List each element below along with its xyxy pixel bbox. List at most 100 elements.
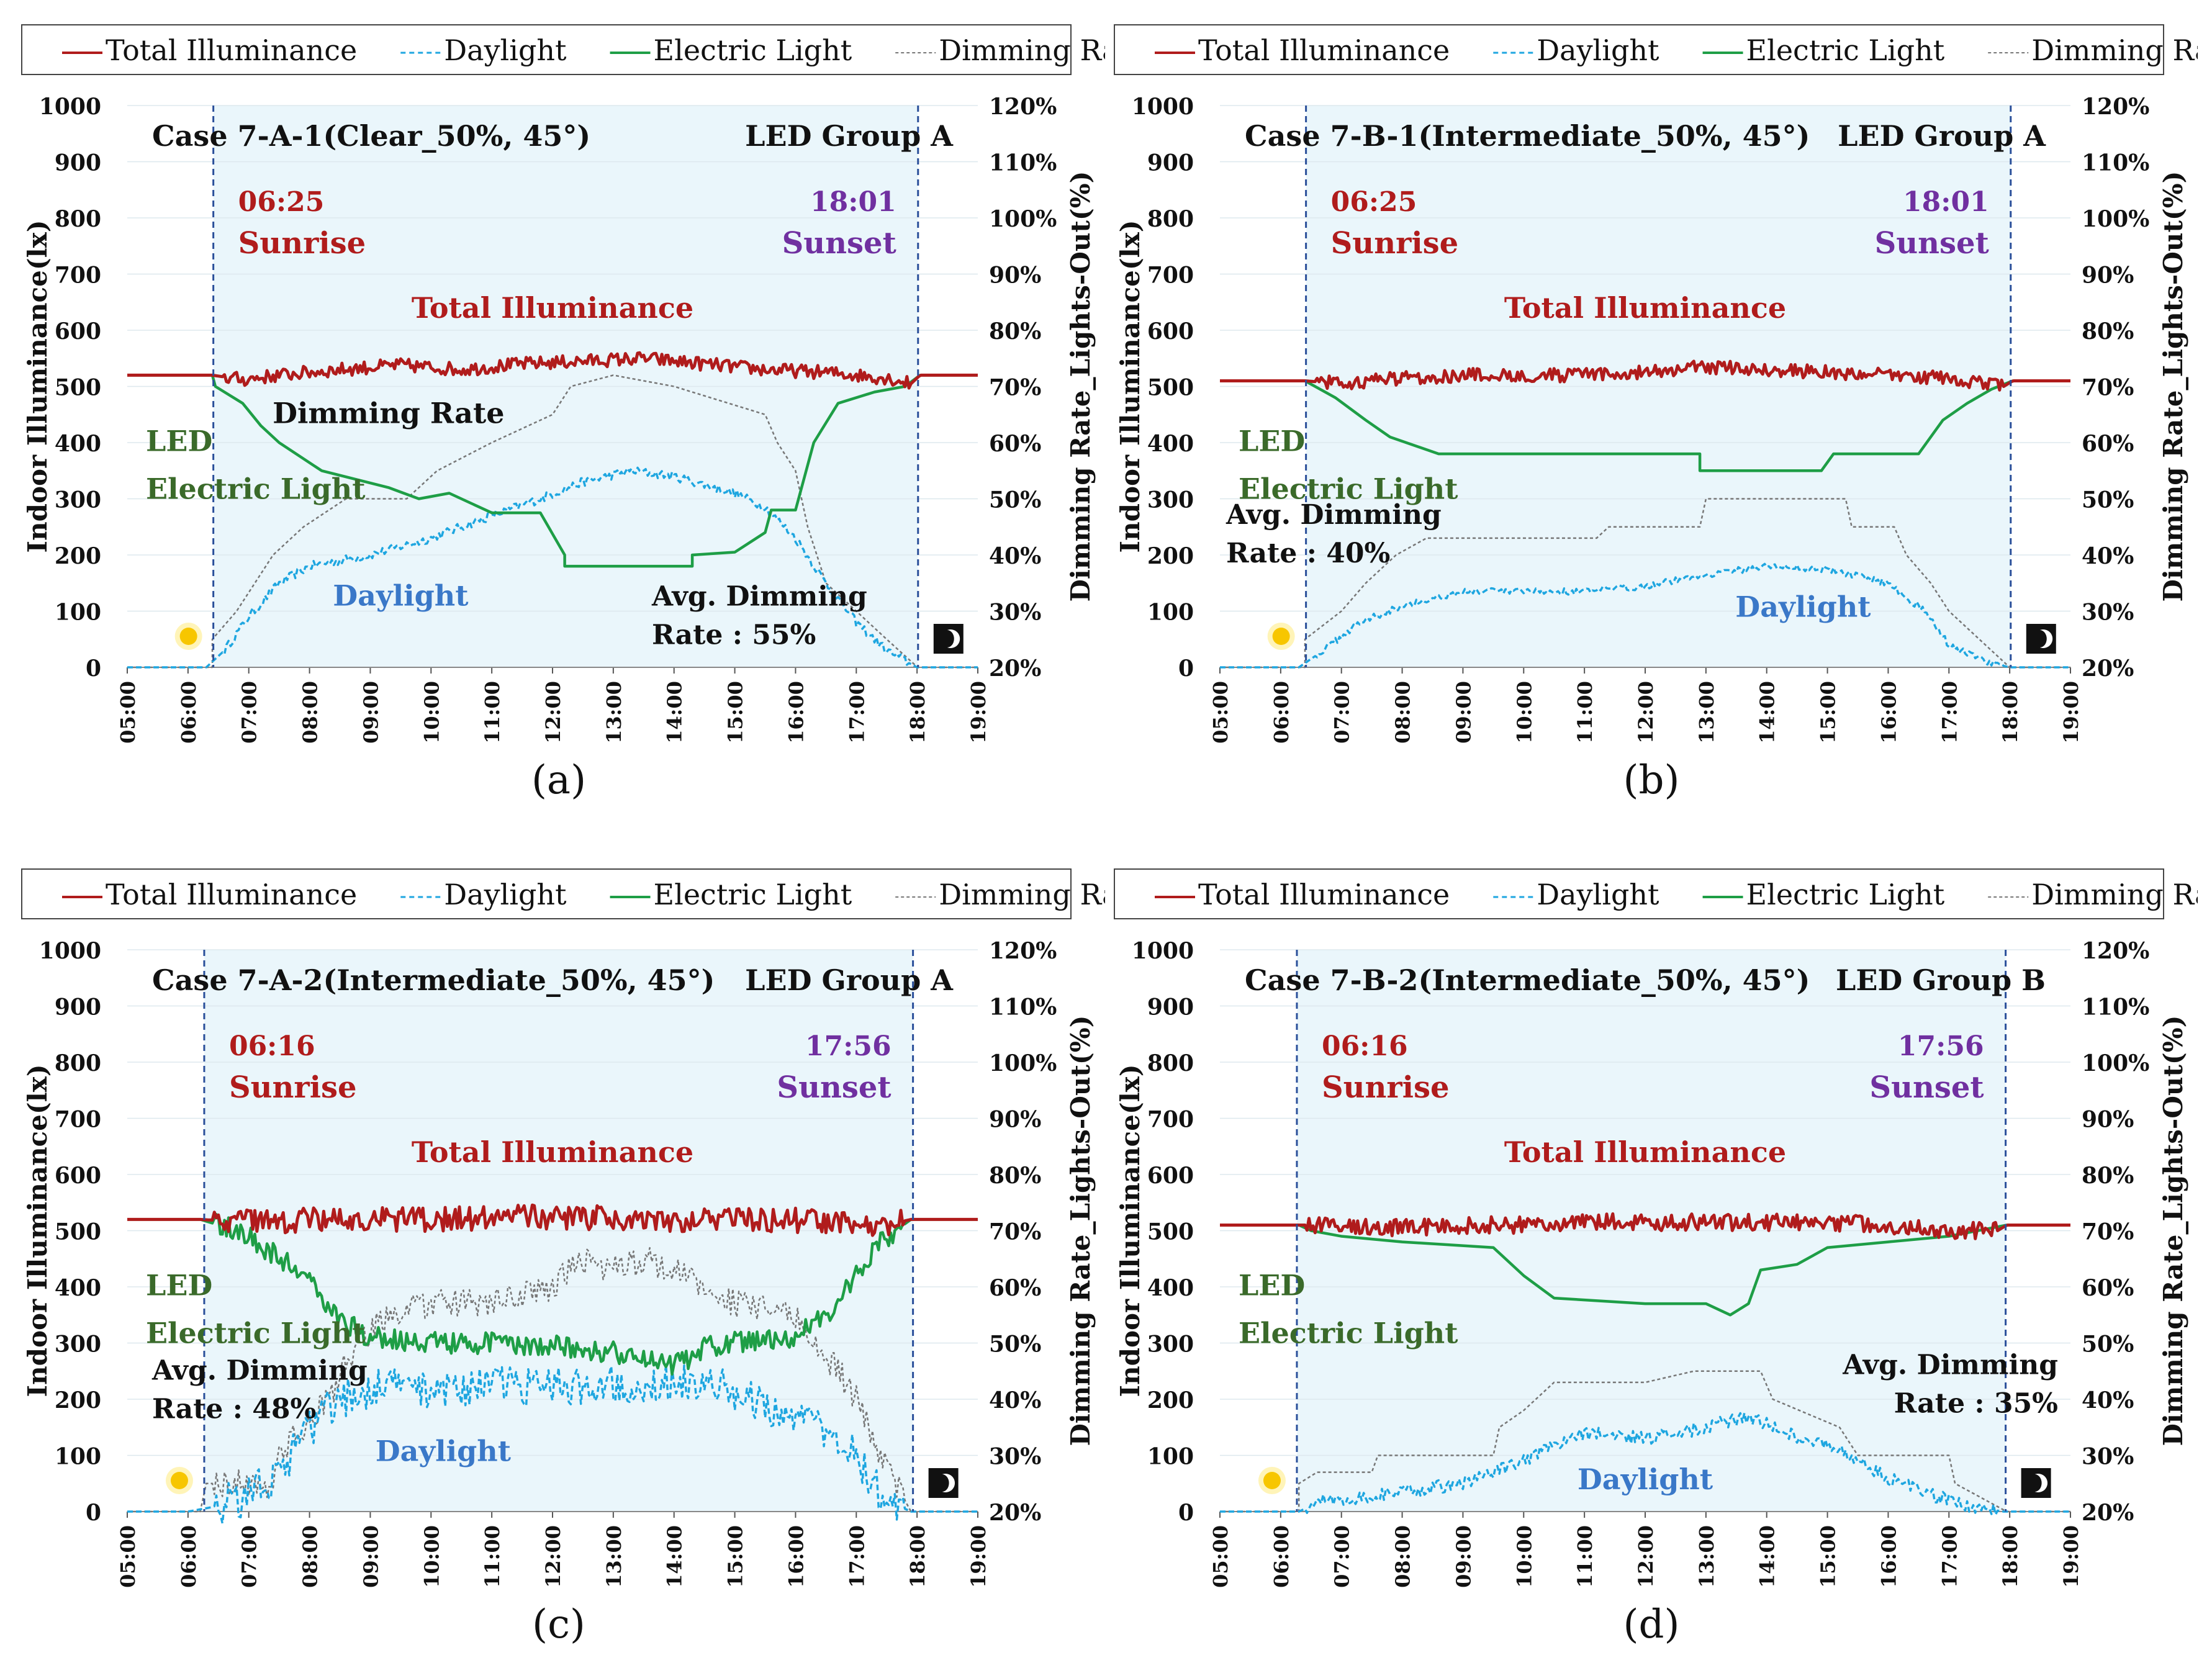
moon-icon-crescent: [2034, 1474, 2048, 1492]
legend: Total Illuminance Daylight Electric Light D…: [1114, 24, 2198, 75]
y-left-tick: 200: [55, 1387, 101, 1413]
dimming-rate-label: Dimming Rate: [273, 396, 504, 430]
y-right-tick: 110%: [989, 150, 1057, 176]
y-right-tick: 100%: [2082, 1050, 2149, 1076]
y-right-tick: 50%: [989, 487, 1041, 513]
sun-icon: [1258, 1467, 1286, 1494]
y-left-tick: 1000: [1132, 938, 1194, 964]
y-left-tick: 1000: [1132, 94, 1194, 120]
gridlines: [127, 949, 978, 1512]
moon-icon: [2021, 1468, 2051, 1498]
y-left-tick: 100: [55, 1444, 101, 1470]
sunset-time: 17:56: [1898, 1030, 1984, 1062]
daylight-label: Daylight: [333, 579, 469, 612]
x-tick-label: 10:00: [1512, 681, 1536, 744]
legend-dimming-label: Dimming Rate: [939, 878, 1105, 911]
y-left-tick: 1000: [39, 938, 101, 964]
sun-icon: [174, 623, 202, 650]
y-left-tick: 900: [55, 150, 101, 176]
axes: 0 100 200 300 400 500 600 700 800 900 1000 20% 30% 40…: [1115, 938, 2188, 1588]
avg-dimming-line1: Avg. Dimming: [1226, 499, 1442, 531]
y-right-tick: 90%: [2082, 263, 2134, 289]
sun-icon-core: [179, 628, 197, 645]
daylight-label: Daylight: [1735, 590, 1871, 624]
x-tick-label: 16:00: [784, 681, 808, 744]
x-tick-label: 14:00: [1756, 681, 1779, 744]
y-right-tick: 120%: [989, 94, 1057, 120]
led-label: LED: [1239, 1269, 1305, 1302]
case-title: Case 7-B-1(Intermediate_50%, 45°): [1245, 119, 1810, 153]
sunset-label: Sunset: [782, 226, 896, 261]
axes: 0 100 200 300 400 500 600 700 800 900 1000 20% 30% 40…: [22, 938, 1096, 1588]
sun-icon-core: [1263, 1472, 1281, 1489]
legend-total-label: Total Illuminance: [1198, 878, 1450, 911]
y-left-tick: 200: [1147, 1387, 1194, 1413]
x-tick-label: 10:00: [420, 681, 443, 744]
avg-dimming-line1: Avg. Dimming: [151, 1355, 368, 1386]
legend: Total Illuminance Daylight Electric Light D…: [1114, 868, 2198, 919]
y-right-tick: 70%: [2082, 375, 2134, 401]
y-right-tick: 30%: [2082, 600, 2134, 626]
legend: Total Illuminance Daylight Electric Light D…: [21, 868, 1105, 919]
x-tick-label: 17:00: [1938, 681, 1961, 744]
x-tick-label: 06:00: [177, 1525, 201, 1588]
x-tick-label: 08:00: [299, 681, 322, 744]
sunset-time: 18:01: [1903, 186, 1989, 218]
led-group: LED Group A: [745, 963, 954, 997]
x-tick-label: 05:00: [116, 1525, 140, 1588]
moon-icon-crescent: [942, 1474, 955, 1492]
moon-icon-crescent: [947, 629, 960, 648]
sunrise-label: Sunrise: [229, 1070, 357, 1105]
series-dimming-rate: [127, 374, 978, 669]
legend-electric-label: Electric Light: [654, 34, 852, 67]
y-left-tick: 300: [1147, 1332, 1194, 1358]
avg-dimming-line2: Rate : 48%: [152, 1393, 316, 1425]
total-illuminance-label: Total Illuminance: [1504, 291, 1786, 325]
x-tick-label: 08:00: [1391, 681, 1415, 744]
y-left-tick: 200: [55, 543, 101, 569]
annotations: Case 7-A-1(Clear_50%, 45°) LED Group A 06:…: [146, 119, 954, 651]
y-right-tick: 80%: [989, 318, 1041, 345]
y-left-tick: 800: [1147, 1050, 1194, 1076]
y-right-tick: 30%: [989, 600, 1041, 626]
series-dimming-rate: [1220, 498, 2070, 669]
series-dimming-rate: [127, 1246, 978, 1513]
y-axis-label-right: Dimming Rate_Lights-Out(%): [2158, 171, 2188, 602]
y-right-tick: 110%: [2082, 150, 2149, 176]
y-right-tick: 90%: [2082, 1107, 2134, 1133]
x-tick-label: 12:00: [1634, 681, 1658, 744]
series-total-illuminance: [1220, 1212, 2070, 1240]
series-daylight: [1220, 1412, 2070, 1516]
x-tick-label: 11:00: [481, 1525, 504, 1588]
y-right-tick: 80%: [2082, 318, 2134, 345]
y-right-tick: 40%: [2082, 543, 2134, 569]
y-right-tick: 100%: [989, 1050, 1057, 1076]
x-tick-label: 09:00: [1451, 681, 1475, 744]
sunrise-label: Sunrise: [1331, 226, 1459, 261]
y-right-tick: 20%: [989, 1500, 1041, 1526]
sunset-label: Sunset: [1875, 226, 1989, 261]
led-label: LED: [1239, 425, 1305, 458]
y-left-tick: 700: [1147, 1107, 1194, 1133]
y-right-tick: 100%: [2082, 206, 2149, 232]
y-right-tick: 110%: [2082, 994, 2149, 1021]
y-right-tick: 90%: [989, 1107, 1041, 1133]
chart-d-svg: Total Illuminance Daylight Electric Light D…: [1114, 868, 2198, 1588]
y-left-tick: 600: [55, 1163, 101, 1189]
y-left-tick: 800: [55, 206, 101, 232]
x-tick-label: 14:00: [663, 681, 687, 744]
legend-daylight-label: Daylight: [444, 878, 567, 911]
annotations: Case 7-A-2(Intermediate_50%, 45°) LED Gro…: [146, 963, 954, 1468]
legend-box: [21, 868, 1072, 919]
x-tick-label: 05:00: [116, 681, 140, 744]
axes: 0 100 200 300 400 500 600 700 800 900 1000 20% 30% 40…: [1115, 94, 2188, 744]
moon-icon: [933, 624, 964, 654]
caption-b: (b): [1623, 757, 1680, 803]
sunrise-label: Sunrise: [238, 226, 366, 261]
legend-electric-label: Electric Light: [654, 878, 852, 911]
sunrise-time: 06:16: [229, 1030, 315, 1062]
daylight-label: Daylight: [376, 1435, 512, 1468]
y-left-tick: 400: [55, 431, 101, 457]
series-electric-light: [1220, 1224, 2070, 1317]
y-left-tick: 300: [1147, 487, 1194, 513]
